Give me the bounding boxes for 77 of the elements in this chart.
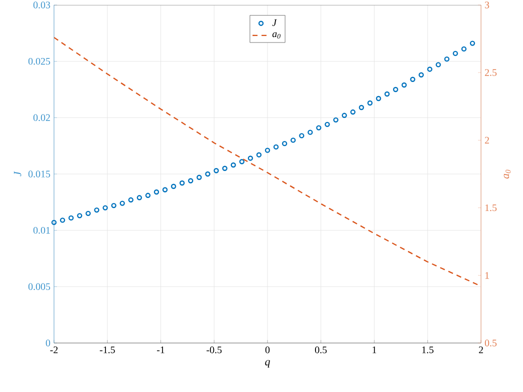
x-tick-label: 0.5 bbox=[315, 346, 327, 354]
point bbox=[358, 104, 364, 110]
x-tick-label: -1.5 bbox=[100, 346, 115, 354]
point bbox=[273, 144, 279, 150]
point bbox=[205, 171, 210, 177]
point bbox=[188, 178, 194, 184]
point bbox=[452, 50, 458, 56]
y2-tick-label: 2 bbox=[484, 136, 489, 144]
point bbox=[51, 220, 57, 226]
point bbox=[410, 76, 416, 82]
point bbox=[376, 96, 382, 102]
point bbox=[222, 166, 228, 171]
point bbox=[214, 168, 219, 174]
point bbox=[128, 197, 134, 203]
point bbox=[384, 91, 390, 97]
point bbox=[230, 162, 236, 168]
point bbox=[136, 195, 142, 200]
point bbox=[367, 100, 373, 106]
y-tick-label: 0.025 bbox=[28, 58, 50, 65]
point bbox=[418, 72, 424, 78]
point bbox=[60, 218, 66, 223]
point bbox=[256, 152, 262, 158]
point bbox=[470, 40, 476, 46]
x-axis-title: q bbox=[265, 360, 270, 368]
y-tick-label: 0.03 bbox=[33, 2, 50, 8]
x-tick-label: 2 bbox=[478, 346, 483, 354]
point bbox=[248, 156, 254, 161]
point bbox=[350, 109, 356, 115]
point bbox=[94, 207, 100, 213]
point bbox=[145, 192, 151, 198]
y2-tick-label: 3 bbox=[485, 2, 490, 8]
y-tick-label: 0.01 bbox=[33, 226, 50, 234]
point bbox=[308, 130, 313, 135]
point bbox=[77, 213, 82, 218]
y-tick-label: 0.005 bbox=[28, 283, 50, 290]
point bbox=[196, 174, 202, 180]
x-tick-label: 1 bbox=[372, 346, 376, 354]
y2-tick-label: 2.5 bbox=[484, 69, 497, 76]
y-tick-label: 0.015 bbox=[28, 170, 50, 178]
point bbox=[324, 122, 330, 128]
point bbox=[333, 117, 338, 123]
point bbox=[290, 138, 296, 143]
point bbox=[170, 184, 176, 189]
x-tick-label: -2 bbox=[50, 346, 58, 354]
point bbox=[427, 66, 432, 72]
point bbox=[316, 125, 322, 130]
y-tick-label: 0.02 bbox=[33, 114, 50, 122]
y2-axis-title: a$_{0}$ bbox=[504, 170, 511, 179]
point bbox=[264, 148, 270, 153]
point bbox=[120, 200, 125, 206]
point bbox=[402, 82, 407, 88]
point bbox=[154, 189, 160, 195]
point bbox=[102, 205, 108, 210]
point bbox=[68, 215, 74, 221]
y-axis-title: J bbox=[14, 171, 22, 176]
y2-tick-label: 1.5 bbox=[485, 204, 497, 212]
point bbox=[239, 159, 244, 164]
y2-tick-label: 1 bbox=[485, 272, 489, 279]
x-tick-label: 1.5 bbox=[422, 346, 434, 354]
point bbox=[461, 46, 467, 52]
point bbox=[180, 180, 185, 186]
point bbox=[111, 202, 116, 208]
x-tick-label: -1 bbox=[156, 346, 164, 354]
point bbox=[444, 56, 450, 62]
point bbox=[342, 112, 347, 118]
point bbox=[436, 62, 441, 68]
x-tick-label: 0 bbox=[265, 346, 270, 354]
point bbox=[162, 187, 168, 192]
legend-label: J bbox=[272, 19, 277, 26]
point bbox=[282, 140, 288, 146]
y-tick-label: 0 bbox=[46, 340, 50, 346]
point bbox=[86, 210, 91, 216]
x-tick-label: -0.5 bbox=[206, 346, 222, 354]
y2-tick-label: 0.5 bbox=[484, 340, 497, 346]
point bbox=[299, 133, 304, 138]
point bbox=[393, 86, 398, 92]
legend-label: a$_{0}$ bbox=[272, 32, 280, 39]
